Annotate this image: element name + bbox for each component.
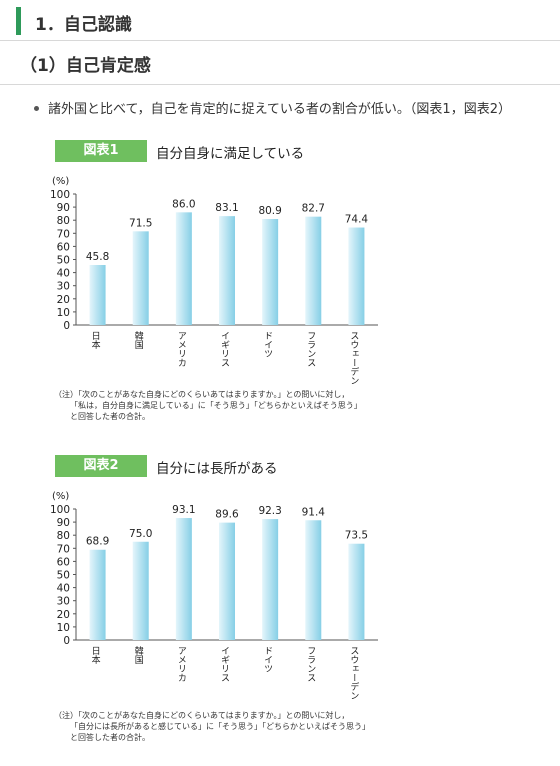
x-tick-label: スウェーデン — [348, 331, 359, 385]
bar-韓国 — [132, 231, 149, 325]
data-label: 68.9 — [86, 536, 109, 548]
data-label: 86.0 — [172, 198, 195, 210]
bar-アメリカ — [175, 212, 192, 325]
figure-1-title: 自分自身に満足している — [156, 146, 305, 162]
y-tick-label: 0 — [63, 320, 70, 332]
x-tick-label: フランス — [305, 646, 315, 682]
figure-1-note-line-1: （注）「次のことがあなた自身にどのくらいあてはまりますか。」との問いに対し， — [54, 390, 350, 399]
y-tick-label: 40 — [57, 583, 70, 595]
bar-イギリス — [219, 522, 235, 640]
figure-2-note: （注）「次のことがあなた自身にどのくらいあてはまりますか。」との問いに対し， 「… — [54, 710, 370, 743]
bullet-dot-icon — [34, 106, 39, 111]
data-label: 92.3 — [258, 505, 281, 517]
x-tick-label: フランス — [305, 331, 315, 367]
figure-1-badge: 図表1 — [55, 140, 147, 162]
subsection-title: （1）自己肯定感 — [20, 56, 151, 76]
figure-2-note-line-3: と回答した者の合計。 — [70, 733, 150, 742]
data-label: 83.1 — [215, 202, 238, 214]
x-tick-label: イギリス — [219, 646, 230, 682]
figure-2-badge: 図表2 — [55, 455, 147, 477]
bar-スウェーデン — [348, 227, 365, 325]
bar-イギリス — [219, 216, 235, 325]
data-label: 73.5 — [345, 530, 368, 542]
x-tick-label: アメリカ — [176, 331, 186, 367]
y-tick-label: 80 — [57, 215, 70, 227]
x-tick-label: ドイツ — [262, 331, 273, 358]
section-accent-bar — [16, 7, 21, 35]
bar-スウェーデン — [348, 543, 365, 640]
y-tick-label: 20 — [57, 609, 70, 621]
figure-1-note-line-3: と回答した者の合計。 — [70, 412, 150, 421]
data-label: 82.7 — [302, 203, 325, 215]
data-label: 74.4 — [345, 214, 369, 226]
data-label: 91.4 — [302, 506, 326, 518]
bar-日本 — [89, 265, 106, 325]
y-tick-label: 30 — [57, 281, 70, 293]
chart-0-y-unit-label: (%) — [52, 176, 69, 187]
x-tick-label: アメリカ — [176, 646, 186, 682]
data-label: 45.8 — [86, 251, 109, 263]
bar-韓国 — [132, 541, 149, 640]
x-tick-label: ドイツ — [262, 646, 273, 673]
y-tick-label: 60 — [57, 556, 70, 568]
y-tick-label: 80 — [57, 530, 70, 542]
bar-フランス — [305, 216, 322, 325]
y-tick-label: 50 — [57, 570, 70, 582]
y-tick-label: 100 — [50, 189, 70, 201]
data-label: 71.5 — [129, 217, 152, 229]
data-label: 80.9 — [258, 205, 281, 217]
section-title: 1．自己認識 — [35, 15, 132, 35]
y-tick-label: 60 — [57, 241, 70, 253]
data-label: 75.0 — [129, 528, 152, 540]
bar-ドイツ — [262, 219, 279, 325]
x-tick-label: イギリス — [219, 331, 230, 367]
y-tick-label: 70 — [57, 228, 70, 240]
y-tick-label: 20 — [57, 294, 70, 306]
y-tick-label: 50 — [57, 255, 70, 267]
figure-1-note-line-2: 「私は，自分自身に満足している」に「そう思う」「どちらかといえばそう思う」 — [70, 401, 362, 410]
figure-2-note-line-1: （注）「次のことがあなた自身にどのくらいあてはまりますか。」との問いに対し， — [54, 711, 350, 720]
bar-フランス — [305, 520, 322, 640]
figure-1-note: （注）「次のことがあなた自身にどのくらいあてはまりますか。」との問いに対し， 「… — [54, 389, 362, 422]
x-tick-label: 日本 — [90, 646, 101, 665]
y-tick-label: 10 — [57, 622, 70, 634]
y-tick-label: 30 — [57, 596, 70, 608]
y-tick-label: 0 — [63, 635, 70, 647]
x-tick-label: スウェーデン — [348, 646, 359, 700]
y-tick-label: 90 — [57, 202, 70, 214]
figure-2-title: 自分には長所がある — [156, 461, 278, 477]
x-tick-label: 韓国 — [133, 646, 144, 665]
bar-日本 — [89, 549, 106, 640]
data-label: 93.1 — [172, 504, 195, 516]
data-label: 89.6 — [215, 509, 239, 521]
y-tick-label: 40 — [57, 268, 70, 280]
chart-1-y-unit-label: (%) — [52, 491, 69, 502]
x-tick-label: 日本 — [90, 331, 101, 350]
subsection-header: （1）自己肯定感 — [0, 41, 560, 85]
bar-アメリカ — [175, 518, 192, 640]
section-header: 1．自己認識 — [0, 0, 560, 41]
summary-bullet: 諸外国と比べて，自己を肯定的に捉えている者の割合が低い。（図表1，図表2） — [34, 98, 511, 117]
figure-2-note-line-2: 「自分には長所があると感じている」に「そう思う」「どちらかといえばそう思う」 — [70, 722, 370, 731]
summary-text: 諸外国と比べて，自己を肯定的に捉えている者の割合が低い。（図表1，図表2） — [48, 102, 511, 117]
y-tick-label: 90 — [57, 517, 70, 529]
x-tick-label: 韓国 — [133, 331, 144, 350]
bar-ドイツ — [262, 519, 279, 640]
y-tick-label: 70 — [57, 543, 70, 555]
y-tick-label: 10 — [57, 307, 70, 319]
y-tick-label: 100 — [50, 504, 70, 516]
